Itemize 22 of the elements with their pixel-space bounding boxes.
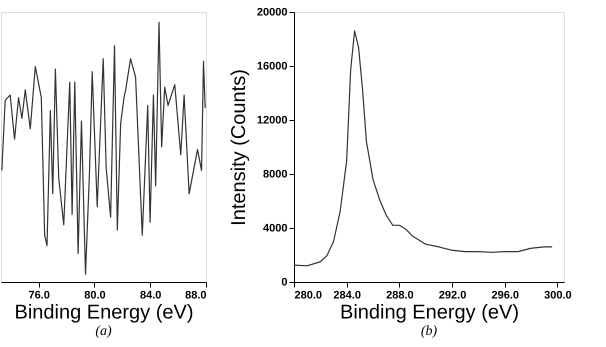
y-tick-label: 20000	[256, 6, 288, 18]
line-series	[293, 30, 553, 266]
text: (b)	[420, 324, 438, 339]
x-tick-label: 84.0	[140, 290, 162, 302]
text: (a)	[95, 324, 112, 339]
y-axis-title: Intensity (Counts)	[228, 69, 250, 226]
y-tick-label: 0	[281, 276, 288, 288]
x-tick-label: 300.0	[544, 290, 572, 302]
x-tick-label: 76.0	[28, 290, 50, 302]
x-tick-label: 80.0	[84, 290, 106, 302]
x-tick-label: 284.0	[333, 290, 361, 302]
x-axis-title: Binding Energy (eV)	[14, 302, 194, 324]
x-axis-title: Binding Energy (eV)	[340, 302, 519, 324]
x-tick-label: 292.0	[438, 290, 466, 302]
y-tick-label: 12000	[256, 114, 288, 126]
y-tick-label: 16000	[256, 60, 288, 72]
y-tick-label: 4000	[263, 222, 288, 234]
y-tick-label: 8000	[263, 168, 288, 180]
x-tick-label: 280.0	[294, 290, 322, 302]
x-tick-label: 88.0	[185, 290, 206, 302]
x-tick-label: 288.0	[386, 290, 414, 302]
x-tick-label: 296.0	[491, 290, 519, 302]
